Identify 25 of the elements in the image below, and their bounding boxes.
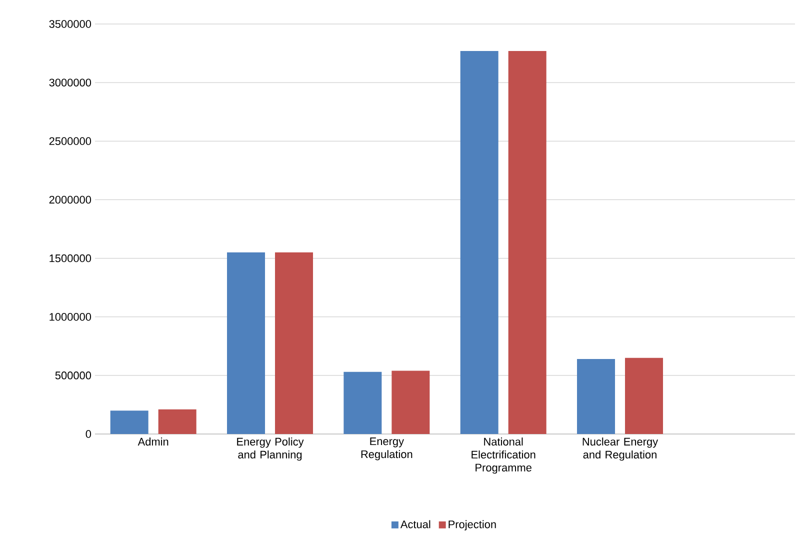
- y-tick-label: 0: [86, 430, 92, 438]
- bar: [392, 370, 430, 434]
- bar: [110, 410, 148, 434]
- y-tick-label: 3500000: [49, 20, 92, 28]
- bar: [625, 358, 664, 434]
- bar: [227, 252, 266, 434]
- y-tick-label: 3000000: [49, 78, 92, 86]
- y-tick-label: 1500000: [50, 254, 92, 262]
- x-tick-label: Nuclear Energy and Regulation: [582, 438, 658, 461]
- bar: [577, 359, 616, 434]
- y-tick-label: 1000000: [50, 312, 92, 321]
- legend-label: Actual: [400, 520, 430, 528]
- y-tick-label: 2500000: [49, 137, 92, 146]
- bar: [508, 50, 546, 434]
- x-tick-label: Energy Policy and Planning: [237, 438, 304, 461]
- bar: [158, 409, 196, 434]
- bar: [344, 372, 382, 434]
- y-tick-label: 500000: [55, 372, 92, 380]
- bar: [275, 252, 314, 434]
- x-tick-label: Admin: [138, 438, 168, 446]
- x-tick-label: National Electrification Programme: [472, 438, 536, 474]
- bar: [460, 50, 498, 434]
- x-tick-label: Energy Regulation: [361, 438, 412, 460]
- y-tick-label: 2000000: [49, 196, 92, 204]
- legend-label: Projection: [448, 520, 496, 530]
